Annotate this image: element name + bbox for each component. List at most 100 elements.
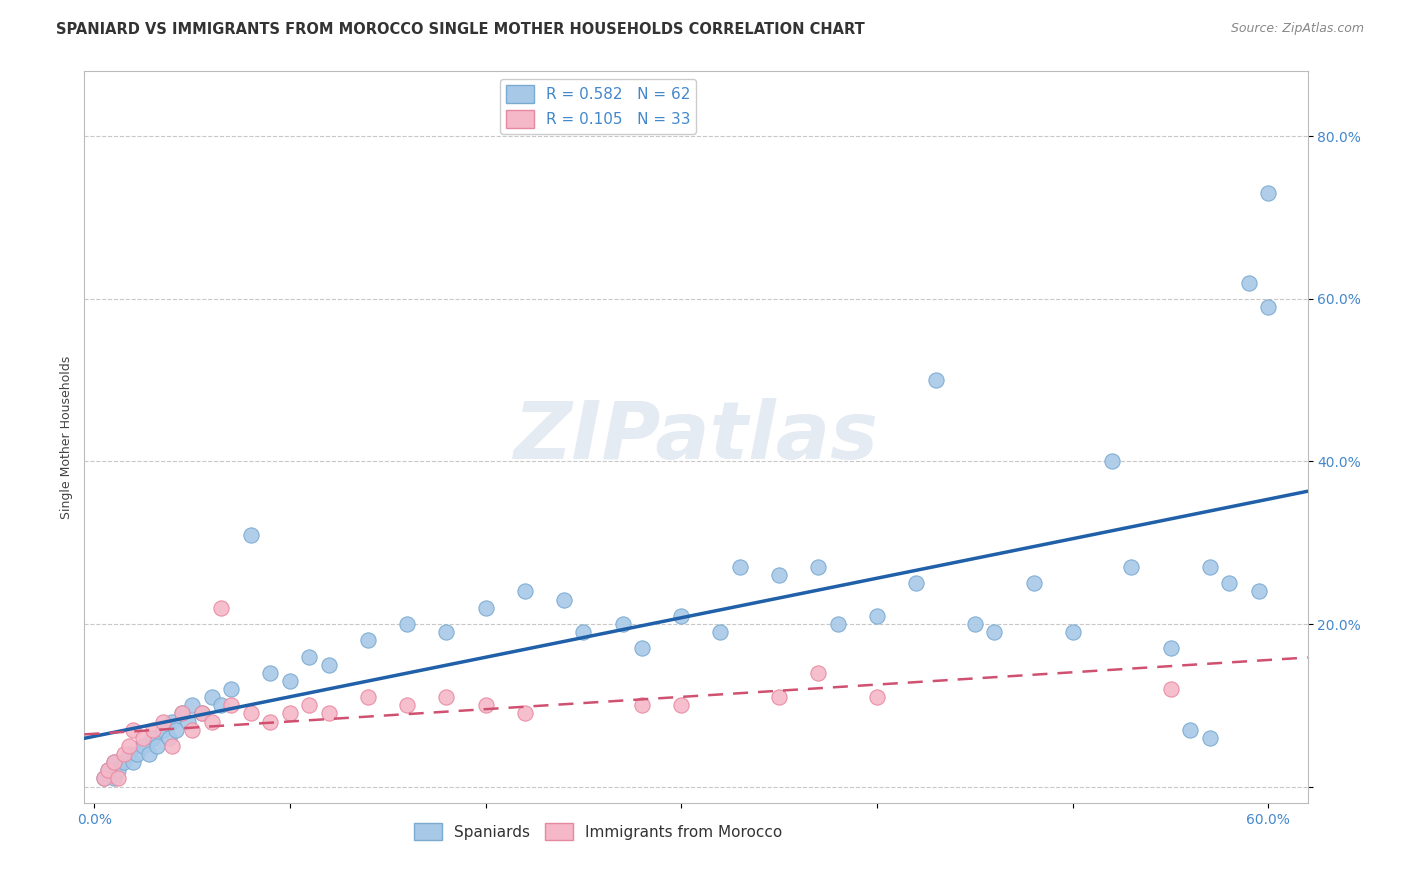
Point [152, 723, 174, 737]
Point [728, 560, 751, 574]
Point [572, 625, 595, 640]
Y-axis label: Single Mother Households: Single Mother Households [60, 355, 73, 519]
Point [239, 527, 262, 541]
Point [807, 560, 830, 574]
Point [142, 731, 165, 745]
Point [1178, 723, 1201, 737]
Point [357, 690, 380, 705]
Point [93, 772, 115, 786]
Point [807, 665, 830, 680]
Point [107, 772, 129, 786]
Point [118, 739, 141, 753]
Point [1198, 560, 1220, 574]
Text: ZIPatlas: ZIPatlas [513, 398, 879, 476]
Point [318, 657, 340, 672]
Point [866, 608, 889, 623]
Point [396, 617, 419, 632]
Point [132, 739, 155, 753]
Point [93, 772, 115, 786]
Point [146, 739, 169, 753]
Point [103, 755, 125, 769]
Point [181, 698, 204, 713]
Point [239, 706, 262, 721]
Point [138, 747, 160, 761]
Point [152, 714, 174, 729]
Point [172, 706, 194, 721]
Point [191, 706, 214, 721]
Point [357, 633, 380, 648]
Point [1121, 560, 1143, 574]
Point [118, 747, 141, 761]
Point [181, 723, 204, 737]
Point [112, 755, 135, 769]
Point [1198, 731, 1220, 745]
Point [436, 625, 458, 640]
Point [1257, 186, 1279, 201]
Point [142, 723, 165, 737]
Point [513, 584, 536, 599]
Point [553, 592, 575, 607]
Point [298, 698, 321, 713]
Point [278, 673, 301, 688]
Text: SPANIARD VS IMMIGRANTS FROM MOROCCO SINGLE MOTHER HOUSEHOLDS CORRELATION CHART: SPANIARD VS IMMIGRANTS FROM MOROCCO SING… [56, 22, 865, 37]
Point [177, 714, 200, 729]
Point [631, 641, 654, 656]
Point [709, 625, 731, 640]
Legend: Spaniards, Immigrants from Morocco: Spaniards, Immigrants from Morocco [408, 816, 789, 847]
Point [905, 576, 928, 591]
Point [513, 706, 536, 721]
Point [219, 698, 242, 713]
Point [396, 698, 419, 713]
Point [963, 617, 986, 632]
Point [1160, 681, 1182, 696]
Point [866, 690, 889, 705]
Point [162, 714, 184, 729]
Point [1237, 276, 1260, 290]
Point [191, 706, 214, 721]
Point [1101, 454, 1123, 468]
Point [1160, 641, 1182, 656]
Point [209, 600, 232, 615]
Point [259, 714, 281, 729]
Point [983, 625, 1005, 640]
Point [1022, 576, 1045, 591]
Point [925, 373, 948, 387]
Point [209, 698, 232, 713]
Point [318, 706, 340, 721]
Point [474, 600, 496, 615]
Point [827, 617, 849, 632]
Point [298, 649, 321, 664]
Point [162, 739, 184, 753]
Point [436, 690, 458, 705]
Point [97, 764, 120, 778]
Point [259, 665, 281, 680]
Point [200, 714, 222, 729]
Point [1247, 584, 1270, 599]
Point [97, 764, 120, 778]
Text: Source: ZipAtlas.com: Source: ZipAtlas.com [1230, 22, 1364, 36]
Point [1257, 300, 1279, 314]
Point [172, 706, 194, 721]
Point [132, 731, 155, 745]
Point [612, 617, 634, 632]
Point [278, 706, 301, 721]
Point [671, 608, 693, 623]
Point [103, 772, 125, 786]
Point [768, 568, 790, 582]
Point [157, 731, 180, 745]
Point [127, 747, 149, 761]
Point [631, 698, 654, 713]
Point [219, 681, 242, 696]
Point [107, 764, 129, 778]
Point [1218, 576, 1240, 591]
Point [122, 755, 145, 769]
Point [103, 755, 125, 769]
Point [200, 690, 222, 705]
Point [671, 698, 693, 713]
Point [112, 747, 135, 761]
Point [165, 723, 187, 737]
Point [1062, 625, 1084, 640]
Point [122, 723, 145, 737]
Point [768, 690, 790, 705]
Point [474, 698, 496, 713]
